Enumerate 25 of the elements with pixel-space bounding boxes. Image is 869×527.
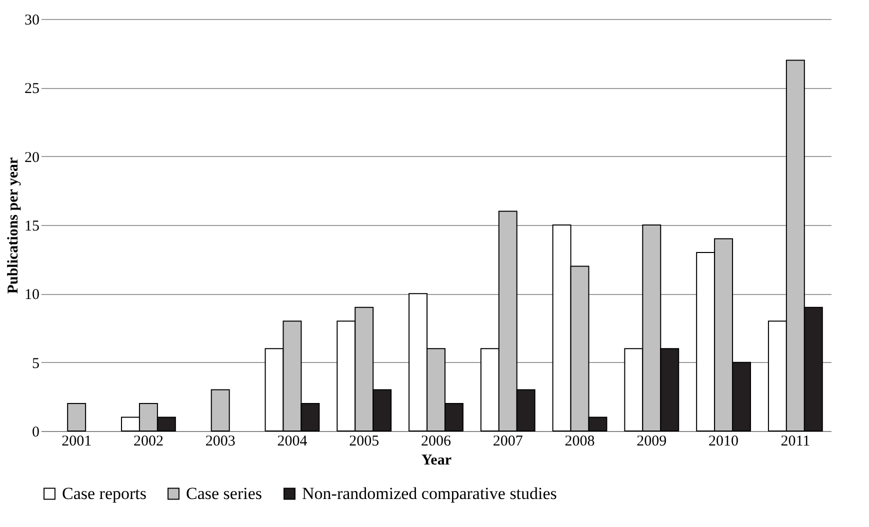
y-tick-label: 25 [24,81,40,98]
y-axis-title: Publications per year [6,156,22,294]
x-tick-label: 2008 [564,434,595,450]
legend-label: Case reports [62,484,147,503]
bar [67,403,86,432]
y-tick-label: 5 [32,356,40,372]
x-tick-label: 2003 [205,434,236,450]
y-tick-label: 15 [24,218,40,234]
x-tick-label: 2004 [277,434,308,450]
x-tick-label: 2005 [349,434,380,450]
y-tick-label: 20 [24,150,40,166]
legend-label: Case series [186,484,262,503]
x-tick-label: 2002 [133,434,164,450]
bar [210,389,230,432]
x-tick-label: 2007 [492,434,524,450]
legend-label: Non-randomized comparative studies [302,484,557,503]
y-tick-label: 10 [24,287,40,304]
x-axis-title: Year [422,452,452,468]
x-tick-label: 2011 [780,434,810,450]
x-tick-label: 2001 [62,434,92,450]
x-tick-label: 2009 [636,434,667,450]
y-tick-label: 0 [32,424,40,440]
x-tick-label: 2006 [421,434,452,450]
y-tick-label: 30 [24,12,40,28]
x-tick-label: 2010 [708,434,739,450]
